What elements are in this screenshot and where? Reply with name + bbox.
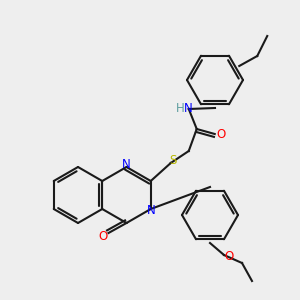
- Text: O: O: [99, 230, 108, 242]
- Text: S: S: [169, 154, 176, 167]
- Text: N: N: [122, 158, 131, 172]
- Text: N: N: [147, 205, 156, 218]
- Text: H: H: [176, 101, 185, 115]
- Text: O: O: [224, 250, 234, 263]
- Text: N: N: [184, 101, 193, 115]
- Text: O: O: [216, 128, 225, 140]
